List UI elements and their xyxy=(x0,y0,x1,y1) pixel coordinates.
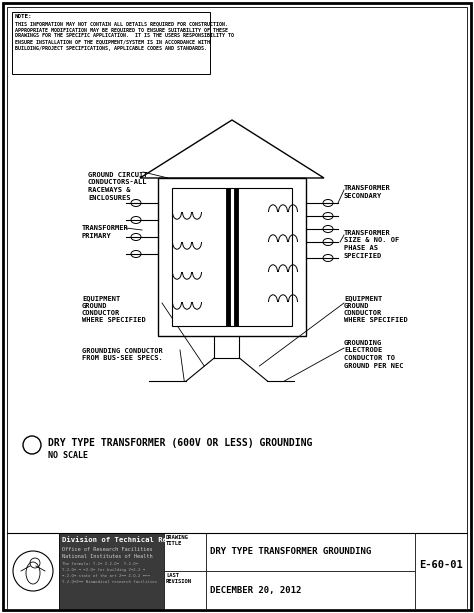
Text: EQUIPMENT
GROUND
CONDUCTOR
WHERE SPECIFIED: EQUIPMENT GROUND CONDUCTOR WHERE SPECIFI… xyxy=(82,295,146,324)
Text: THIS INFORMATION MAY NOT CONTAIN ALL DETAILS REQUIRED FOR CONSTRUCTION.
APPROPRI: THIS INFORMATION MAY NOT CONTAIN ALL DET… xyxy=(15,21,234,51)
Bar xyxy=(59,533,164,609)
Bar xyxy=(7,533,59,609)
Text: TRANSFORMER
SIZE & NO. OF
PHASE AS
SPECIFIED: TRANSFORMER SIZE & NO. OF PHASE AS SPECI… xyxy=(344,230,399,259)
Text: Division of Technical Resources: Division of Technical Resources xyxy=(62,537,198,543)
Text: TRANSFORMER
PRIMARY: TRANSFORMER PRIMARY xyxy=(82,225,129,238)
Text: National Institutes of Health: National Institutes of Health xyxy=(62,554,153,559)
Text: E-60-01: E-60-01 xyxy=(419,560,463,570)
Bar xyxy=(164,533,206,571)
Text: The formula: Y-2→ Z-2-Q→  Y-2-Q→: The formula: Y-2→ Z-2-Q→ Y-2-Q→ xyxy=(62,562,138,566)
Bar xyxy=(158,178,306,336)
Bar xyxy=(415,533,467,609)
Bar xyxy=(206,533,415,571)
Text: Office of Research Facilities: Office of Research Facilities xyxy=(62,547,153,552)
Text: DECEMBER 20, 2012: DECEMBER 20, 2012 xyxy=(210,585,301,595)
Text: GROUND CIRCUIT
CONDUCTORS-ALL
RACEWAYS &
ENCLOSURES: GROUND CIRCUIT CONDUCTORS-ALL RACEWAYS &… xyxy=(88,172,147,200)
Text: GROUNDING CONDUCTOR
FROM BUS-SEE SPECS.: GROUNDING CONDUCTOR FROM BUS-SEE SPECS. xyxy=(82,348,163,362)
Text: →-2-Q→ state of the art 2→→ Z-Q-2 ←←→: →-2-Q→ state of the art 2→→ Z-Q-2 ←←→ xyxy=(62,574,150,578)
Text: Y-2-Q→2→→ Biomedical research facilities: Y-2-Q→2→→ Biomedical research facilities xyxy=(62,580,157,584)
Text: TRANSFORMER
SECONDARY: TRANSFORMER SECONDARY xyxy=(344,185,391,199)
Text: DRAWING
TITLE: DRAWING TITLE xyxy=(166,535,189,546)
Bar xyxy=(12,12,210,74)
Bar xyxy=(164,571,206,609)
Text: LAST
REVISION: LAST REVISION xyxy=(166,573,192,584)
Text: NOTE:: NOTE: xyxy=(15,14,33,19)
Text: DRY TYPE TRANSFORMER GROUNDING: DRY TYPE TRANSFORMER GROUNDING xyxy=(210,547,371,557)
Text: Y-2-Q→ → ←2-Q→ for building 2→2-2 →: Y-2-Q→ → ←2-Q→ for building 2→2-2 → xyxy=(62,568,145,572)
Text: NO SCALE: NO SCALE xyxy=(48,451,88,460)
Text: GROUNDING
ELECTRODE
CONDUCTOR TO
GROUND PER NEC: GROUNDING ELECTRODE CONDUCTOR TO GROUND … xyxy=(344,340,403,368)
Bar xyxy=(172,188,292,326)
Text: EQUIPMENT
GROUND
CONDUCTOR
WHERE SPECIFIED: EQUIPMENT GROUND CONDUCTOR WHERE SPECIFI… xyxy=(344,295,408,324)
Bar xyxy=(206,571,415,609)
Text: DRY TYPE TRANSFORMER (600V OR LESS) GROUNDING: DRY TYPE TRANSFORMER (600V OR LESS) GROU… xyxy=(48,438,312,448)
